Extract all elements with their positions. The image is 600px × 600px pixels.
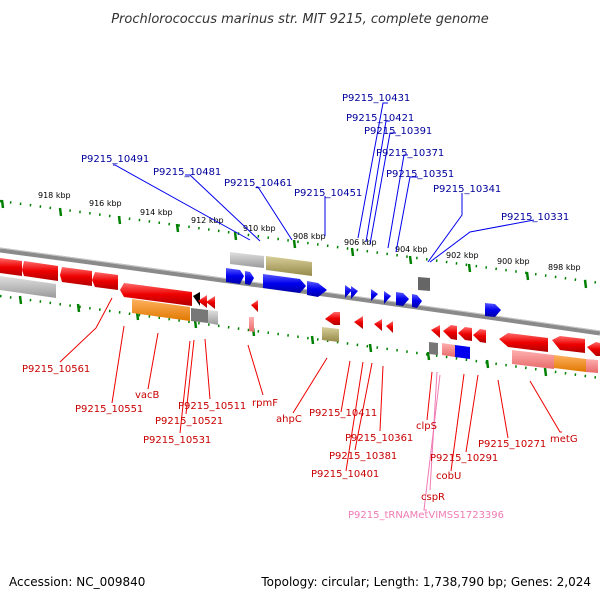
gene-labels-top: P9215_10431 P9215_10421 P9215_10391 P921… [81, 93, 569, 223]
kbp-label: 912 kbp [191, 216, 224, 225]
gene-label-bottom[interactable]: P9215_10551 [75, 404, 143, 415]
gene-label-top[interactable]: P9215_10421 [346, 113, 414, 124]
gene-label-bottom[interactable]: P9215_10271 [478, 439, 546, 450]
gene-label-bottom[interactable]: P9215_10381 [329, 451, 397, 462]
gene-label-top[interactable]: P9215_10391 [364, 126, 432, 137]
gene-label-top[interactable]: P9215_10491 [81, 154, 149, 165]
gene-label-bottom[interactable]: vacB [135, 390, 160, 401]
gene-label-bottom[interactable]: rpmF [252, 398, 278, 409]
gene-labels-bottom: P9215_10561 P9215_10551 vacB P9215_10511… [22, 364, 578, 521]
kbp-label: 904 kbp [395, 245, 428, 254]
kbp-label: 906 kbp [344, 238, 377, 247]
gene-label-top[interactable]: P9215_10331 [501, 212, 569, 223]
gene-label-bottom[interactable]: metG [550, 434, 578, 445]
kbp-label: 900 kbp [497, 257, 530, 266]
gene-label-top[interactable]: P9215_10431 [342, 93, 410, 104]
leader-lines-bottom [59, 297, 562, 472]
gene-label-top[interactable]: P9215_10461 [224, 178, 292, 189]
gene-label-bottom[interactable]: P9215_10521 [155, 416, 223, 427]
genes-forward-strand [226, 268, 501, 317]
gene-label-top[interactable]: P9215_10351 [386, 169, 454, 180]
kbp-label: 898 kbp [548, 263, 581, 272]
annotation-tracks [0, 252, 598, 373]
gene-label-bottom[interactable]: P9215_10291 [430, 453, 498, 464]
gene-label-bottom[interactable]: P9215_10511 [178, 401, 246, 412]
accession-text: Accession: NC_009840 [9, 575, 145, 589]
leader-lines-top [113, 102, 535, 263]
genome-summary-text: Topology: circular; Length: 1,738,790 bp… [260, 575, 591, 589]
gene-label-bottom[interactable]: cobU [436, 471, 461, 482]
gene-label-top[interactable]: P9215_10481 [153, 167, 221, 178]
gene-label-bottom[interactable]: P9215_10531 [143, 435, 211, 446]
gene-label-top[interactable]: P9215_10341 [433, 184, 501, 195]
kbp-label: 914 kbp [140, 208, 173, 217]
scale-ticks-upper [0, 199, 600, 289]
trna-label[interactable]: P9215_tRNAMetVIMSS1723396 [348, 510, 504, 521]
scale-ticks-lower [0, 294, 600, 380]
scale-labels: 918 kbp 916 kbp 914 kbp 912 kbp 910 kbp … [38, 191, 581, 272]
kbp-label: 908 kbp [293, 232, 326, 241]
gene-label-bottom[interactable]: P9215_10401 [311, 469, 379, 480]
gene-label-bottom[interactable]: clpS [416, 421, 437, 432]
gene-label-bottom[interactable]: ahpC [276, 414, 302, 425]
genes-reverse-strand [0, 258, 600, 356]
kbp-label: 910 kbp [243, 224, 276, 233]
kbp-label: 916 kbp [89, 199, 122, 208]
map-title: Prochlorococcus marinus str. MIT 9215, c… [111, 12, 489, 27]
gene-label-bottom[interactable]: P9215_10561 [22, 364, 90, 375]
gene-label-top[interactable]: P9215_10371 [376, 148, 444, 159]
gene-label-bottom[interactable]: cspR [421, 492, 445, 503]
leader-lines-trna [423, 371, 441, 511]
gene-label-top[interactable]: P9215_10451 [294, 188, 362, 199]
gene-label-bottom[interactable]: P9215_10361 [345, 433, 413, 444]
kbp-label: 918 kbp [38, 191, 71, 200]
gene-label-bottom[interactable]: P9215_10411 [309, 408, 377, 419]
kbp-label: 902 kbp [446, 251, 479, 260]
